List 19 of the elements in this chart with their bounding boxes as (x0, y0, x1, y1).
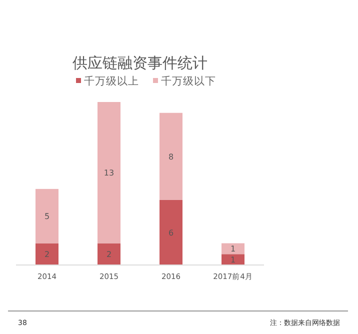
legend-label: 千万级以下 (161, 74, 216, 88)
data-label: 13 (104, 168, 114, 178)
bar (222, 243, 244, 254)
bar (98, 243, 120, 265)
data-label: 1 (230, 256, 236, 265)
legend-label: 千万级以上 (84, 74, 139, 88)
bar (222, 254, 244, 265)
bar (160, 200, 182, 265)
data-label: 5 (44, 212, 50, 222)
data-label: 8 (168, 152, 174, 162)
chart-title: 供应链融资事件统计 (72, 54, 208, 72)
data-label: 2 (44, 250, 50, 260)
data-label: 1 (230, 244, 236, 254)
bar (36, 243, 58, 265)
data-label: 6 (168, 228, 174, 238)
data-label: 2 (106, 250, 112, 260)
bar (36, 188, 58, 244)
bar (160, 112, 182, 200)
bar (98, 102, 120, 244)
